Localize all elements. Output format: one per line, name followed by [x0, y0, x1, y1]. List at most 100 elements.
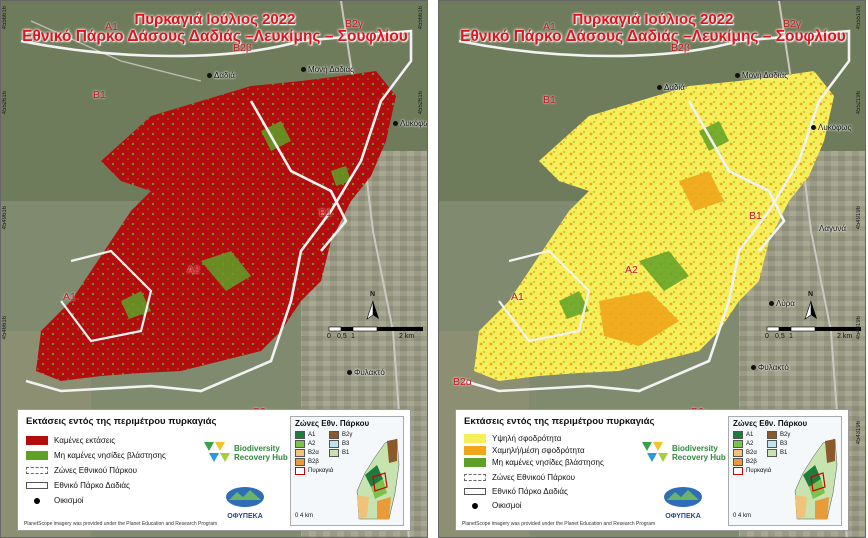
- zone-label-b1: B1: [93, 89, 106, 101]
- inset-scale: 0 4 km: [733, 513, 752, 519]
- legend-item-high-severity: Υψηλή σφοδρότητα: [464, 434, 561, 443]
- town-lyra: Λύρα: [769, 299, 795, 308]
- coord-label: 4552616: [418, 91, 424, 115]
- legend: Εκτάσεις εντός της περιμέτρου πυρκαγιάς …: [455, 409, 849, 531]
- zone-label-a2: A2: [625, 264, 638, 276]
- north-label: N: [370, 291, 376, 298]
- settlement-icon: [472, 502, 478, 509]
- map-title: Πυρκαγιά Ιούλιος 2022: [134, 11, 296, 28]
- zone-label-b2a: B2α: [453, 376, 472, 388]
- ofypeka-icon: [664, 487, 702, 507]
- swatch: [464, 474, 486, 481]
- coord-label: 4552616: [2, 91, 8, 115]
- coord-label: 4546196: [856, 316, 862, 340]
- inset-zones-shape: [356, 438, 400, 520]
- legend-item-park: Εθνικό Πάρκο Δαδιάς: [26, 481, 130, 490]
- settlement-icon: [657, 85, 662, 91]
- map-subtitle: Εθνικό Πάρκο Δάσους Δαδιάς –Λευκίμης – Σ…: [460, 28, 846, 45]
- inset-scale: 0 4 km: [295, 513, 314, 519]
- legend-item-park: Εθνικό Πάρκο Δαδιάς: [464, 487, 568, 496]
- ofypeka-icon: [226, 487, 264, 507]
- hub-logo-icon: [642, 442, 668, 462]
- scale-tick: 1: [351, 333, 355, 340]
- coord-label: 4546616: [2, 316, 8, 340]
- town-moni-dadias: Μονή Δαδιάς: [301, 65, 354, 74]
- settlement-icon: [207, 73, 212, 79]
- legend-item-settlements: Οικισμοί: [26, 496, 84, 505]
- scale-tick: 2 km: [837, 333, 853, 340]
- scale-tick: 2 km: [399, 333, 415, 340]
- settlement-icon: [34, 497, 40, 504]
- legend-item-unburned: Μη καμένες νησίδες βλάστησης: [464, 458, 604, 467]
- zone-label-b2g: B2γ: [345, 18, 364, 30]
- ofypeka-logo: ΟΦΥΠΕΚΑ: [216, 486, 274, 520]
- town-dadia: Δαδιά: [657, 83, 685, 92]
- legend-item-low-severity: Χαμηλή/μέση σφοδρότητα: [464, 446, 585, 455]
- inset-zones-shape: [794, 438, 838, 520]
- coord-label: 4549616: [2, 206, 8, 230]
- zone-label-b2b: B2β: [671, 42, 690, 54]
- coord-label: 4552196: [856, 91, 862, 115]
- zone-label-b1: B1: [543, 94, 556, 106]
- town-fylakto: Φυλακτό: [751, 363, 789, 372]
- scale-tick: 0,5: [775, 333, 785, 340]
- swatch: [26, 467, 48, 474]
- settlement-icon: [769, 301, 774, 307]
- coord-label: 4549196: [856, 206, 862, 230]
- hub-logo-icon: [204, 442, 230, 462]
- legend: Εκτάσεις εντός της περιμέτρου πυρκαγιάς …: [17, 409, 411, 531]
- swatch: [464, 434, 486, 443]
- zone-label-a2: A2: [187, 264, 200, 276]
- zone-label-b2g: B2γ: [783, 18, 802, 30]
- imagery-credit: PlanetScope imagery was provided under t…: [24, 521, 218, 527]
- settlement-icon: [347, 370, 352, 376]
- swatch: [26, 436, 48, 445]
- zone-label-b1: B1: [319, 207, 332, 219]
- legend-title: Εκτάσεις εντός της περιμέτρου πυρκαγιάς: [464, 416, 655, 427]
- legend-item-settlements: Οικισμοί: [464, 501, 522, 510]
- zone-label-a1: A1: [543, 21, 556, 33]
- map-panel-severity: 4555196 4552196 4549196 4546196 4543196 …: [438, 0, 866, 538]
- settlement-icon: [751, 365, 756, 371]
- town-lykofos: Λυκόφως: [811, 123, 851, 132]
- map-title: Πυρκαγιά Ιούλιος 2022: [572, 11, 734, 28]
- scale-tick: 0,5: [337, 333, 347, 340]
- map-panel-burned: 4556616 4552616 4549616 4546616 4556616 …: [0, 0, 428, 538]
- settlement-icon: [301, 67, 306, 73]
- town-lagyna: Λαγυνά: [819, 224, 846, 233]
- coord-label: 4543196: [856, 421, 862, 445]
- scale-tick: 1: [789, 333, 793, 340]
- biodiversity-hub-logo: Biodiversity Recovery Hub: [204, 442, 288, 464]
- north-label: N: [808, 291, 814, 298]
- settlement-icon: [393, 121, 398, 127]
- legend-item-zones: Ζώνες Εθνικού Πάρκου: [26, 466, 137, 475]
- swatch: [464, 446, 486, 455]
- town-lykofos: Λυκόφως: [393, 119, 427, 128]
- biodiversity-hub-logo: Biodiversity Recovery Hub: [642, 442, 726, 464]
- scale-tick: 0: [327, 333, 331, 340]
- map-subtitle: Εθνικό Πάρκο Δάσους Δαδιάς –Λευκίμης – Σ…: [22, 28, 408, 45]
- zone-label-a1: A1: [105, 21, 118, 33]
- legend-item-unburned: Μη καμένες νησίδες βλάστησης: [26, 451, 166, 460]
- legend-title: Εκτάσεις εντός της περιμέτρου πυρκαγιάς: [26, 416, 217, 427]
- ofypeka-logo: ΟΦΥΠΕΚΑ: [654, 486, 712, 520]
- settlement-icon: [735, 73, 740, 79]
- satellite-map: [1, 1, 427, 537]
- swatch: [464, 488, 486, 495]
- zones-inset-map: Ζώνες Εθν. Πάρκου A1 A2 B2α B2β B2γ B3 B…: [728, 416, 842, 526]
- swatch: [26, 451, 48, 460]
- swatch: [464, 458, 486, 467]
- north-arrow-icon: [804, 300, 817, 320]
- zone-label-b2b: B2β: [233, 42, 252, 54]
- legend-item-zones: Ζώνες Εθνικού Πάρκου: [464, 473, 575, 482]
- swatch: [26, 482, 48, 489]
- north-arrow-icon: [366, 300, 379, 320]
- scale-bar: [766, 326, 861, 332]
- zones-inset-map: Ζώνες Εθν. Πάρκου A1 A2 B2α B2β B2γ B3 B…: [290, 416, 404, 526]
- town-fylakto: Φυλακτό: [347, 368, 385, 377]
- imagery-credit: PlanetScope imagery was provided under t…: [462, 521, 656, 527]
- settlement-icon: [811, 125, 816, 131]
- town-moni-dadias: Μονή Δαδιάς: [735, 71, 788, 80]
- legend-item-burned: Καμένες εκτάσεις: [26, 436, 115, 445]
- town-dadia: Δαδιά: [207, 71, 235, 80]
